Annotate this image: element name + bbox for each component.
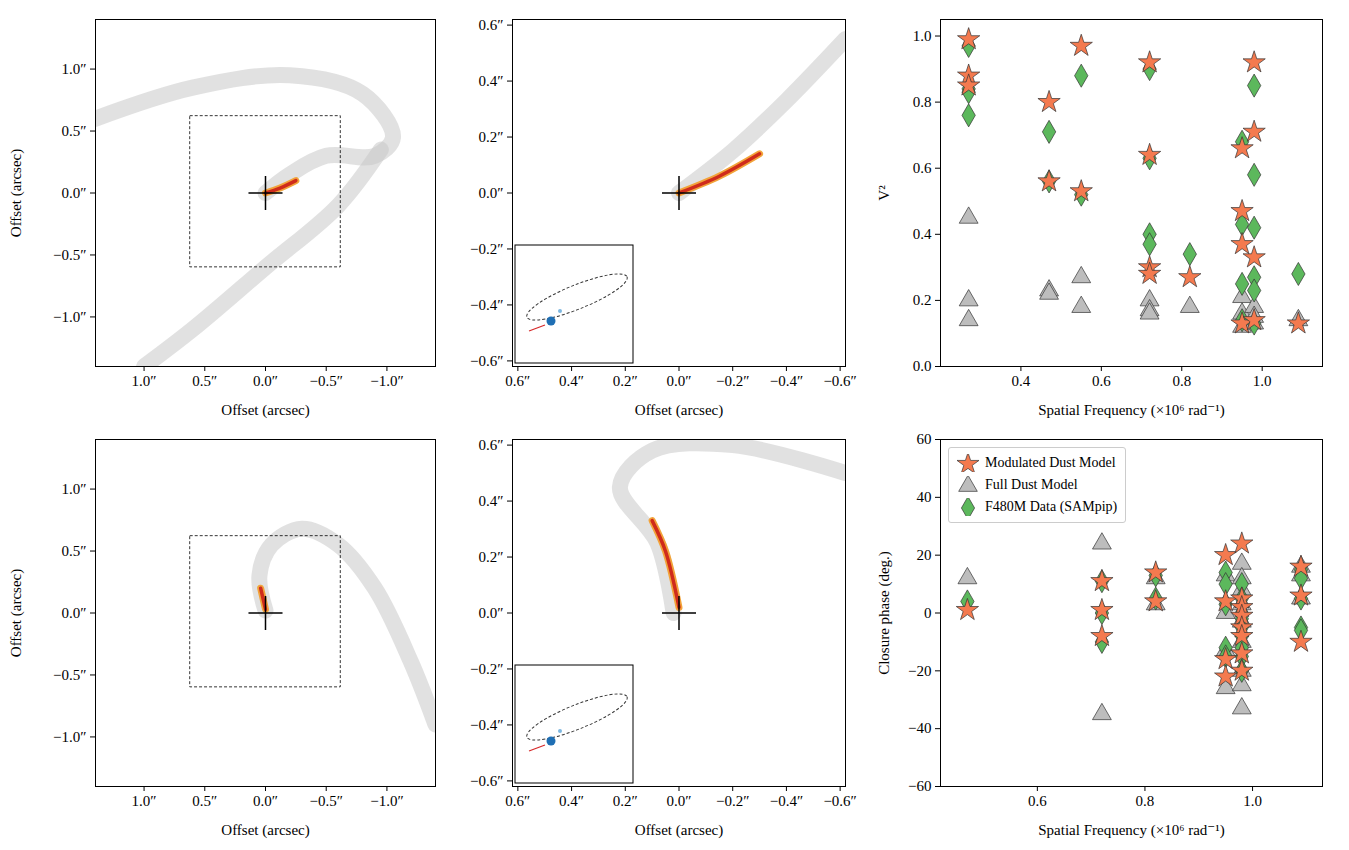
- svg-text:Offset (arcsec): Offset (arcsec): [221, 822, 309, 839]
- svg-text:−0.5″: −0.5″: [309, 373, 342, 389]
- svg-text:0.5″: 0.5″: [62, 543, 87, 559]
- svg-text:0.4″: 0.4″: [559, 793, 584, 809]
- svg-text:−1.0″: −1.0″: [53, 729, 86, 745]
- svg-text:−0.2″: −0.2″: [716, 793, 749, 809]
- svg-text:0.6: 0.6: [1092, 373, 1111, 389]
- svg-text:0.2: 0.2: [913, 292, 932, 308]
- svg-text:20: 20: [917, 547, 932, 563]
- svg-text:0.6″: 0.6″: [479, 437, 504, 453]
- svg-text:−1.0″: −1.0″: [370, 793, 403, 809]
- svg-text:−0.5″: −0.5″: [309, 793, 342, 809]
- svg-text:0.4″: 0.4″: [479, 73, 504, 89]
- svg-text:−20: −20: [908, 663, 931, 679]
- svg-text:1.0″: 1.0″: [132, 373, 157, 389]
- svg-text:−0.5″: −0.5″: [53, 667, 86, 683]
- svg-text:0.6″: 0.6″: [479, 17, 504, 33]
- svg-text:0.8: 0.8: [1136, 793, 1155, 809]
- svg-text:1.0: 1.0: [913, 28, 932, 44]
- svg-text:1.0″: 1.0″: [62, 61, 87, 77]
- svg-text:0.4: 0.4: [913, 226, 932, 242]
- svg-text:0.8: 0.8: [913, 94, 932, 110]
- svg-text:0: 0: [924, 605, 932, 621]
- svg-text:0.5″: 0.5″: [62, 123, 87, 139]
- svg-text:−0.6″: −0.6″: [823, 373, 856, 389]
- svg-text:0.6: 0.6: [1028, 793, 1047, 809]
- svg-text:−0.4″: −0.4″: [470, 297, 503, 313]
- svg-text:0.0″: 0.0″: [667, 373, 692, 389]
- svg-text:1.0″: 1.0″: [62, 481, 87, 497]
- svg-text:−1.0″: −1.0″: [370, 373, 403, 389]
- svg-text:Closure phase (deg.): Closure phase (deg.): [876, 551, 893, 675]
- html-text:Full Dust Model: Full Dust Model: [985, 477, 1078, 492]
- html-text:F480M Data (SAMpip): F480M Data (SAMpip): [985, 499, 1118, 514]
- svg-text:0.0″: 0.0″: [479, 605, 504, 621]
- svg-text:V²: V²: [876, 185, 892, 201]
- svg-text:0.5″: 0.5″: [192, 373, 217, 389]
- svg-text:1.0: 1.0: [1243, 793, 1262, 809]
- svg-text:Offset (arcsec): Offset (arcsec): [8, 149, 25, 237]
- svg-text:−0.6″: −0.6″: [823, 793, 856, 809]
- svg-text:Spatial Frequency (×10⁶ rad⁻¹): Spatial Frequency (×10⁶ rad⁻¹): [1038, 822, 1224, 839]
- svg-text:−0.2″: −0.2″: [716, 373, 749, 389]
- html-text:Modulated Dust Model: Modulated Dust Model: [985, 455, 1116, 470]
- svg-text:0.0: 0.0: [913, 358, 932, 374]
- svg-text:0.6″: 0.6″: [505, 373, 530, 389]
- svg-text:−0.4″: −0.4″: [470, 717, 503, 733]
- svg-text:−0.6″: −0.6″: [470, 353, 503, 369]
- svg-text:0.0″: 0.0″: [479, 185, 504, 201]
- svg-text:−0.5″: −0.5″: [53, 247, 86, 263]
- svg-text:60: 60: [917, 431, 932, 447]
- svg-text:0.8: 0.8: [1172, 373, 1191, 389]
- svg-text:0.4: 0.4: [1012, 373, 1031, 389]
- svg-text:0.0″: 0.0″: [62, 605, 87, 621]
- svg-text:0.2″: 0.2″: [479, 129, 504, 145]
- svg-text:40: 40: [917, 489, 932, 505]
- svg-text:−0.2″: −0.2″: [470, 661, 503, 677]
- svg-text:0.5″: 0.5″: [192, 793, 217, 809]
- svg-text:Spatial Frequency (×10⁶ rad⁻¹): Spatial Frequency (×10⁶ rad⁻¹): [1038, 402, 1224, 419]
- svg-text:−0.2″: −0.2″: [470, 241, 503, 257]
- svg-text:1.0: 1.0: [1253, 373, 1272, 389]
- svg-text:0.0″: 0.0″: [253, 373, 278, 389]
- svg-text:−0.4″: −0.4″: [770, 373, 803, 389]
- svg-text:−60: −60: [908, 778, 931, 794]
- svg-text:0.0″: 0.0″: [253, 793, 278, 809]
- svg-text:0.6″: 0.6″: [505, 793, 530, 809]
- svg-text:0.0″: 0.0″: [667, 793, 692, 809]
- svg-text:Offset (arcsec): Offset (arcsec): [221, 402, 309, 419]
- svg-text:0.4″: 0.4″: [559, 373, 584, 389]
- svg-text:0.2″: 0.2″: [479, 549, 504, 565]
- svg-text:Offset (arcsec): Offset (arcsec): [8, 569, 25, 657]
- svg-text:−0.4″: −0.4″: [770, 793, 803, 809]
- svg-text:−0.6″: −0.6″: [470, 773, 503, 789]
- svg-text:−1.0″: −1.0″: [53, 309, 86, 325]
- svg-text:Offset (arcsec): Offset (arcsec): [635, 402, 723, 419]
- svg-text:0.6: 0.6: [913, 160, 932, 176]
- svg-text:1.0″: 1.0″: [132, 793, 157, 809]
- svg-text:0.2″: 0.2″: [613, 793, 638, 809]
- svg-text:0.4″: 0.4″: [479, 493, 504, 509]
- svg-text:Offset (arcsec): Offset (arcsec): [635, 822, 723, 839]
- svg-text:0.0″: 0.0″: [62, 185, 87, 201]
- svg-text:0.2″: 0.2″: [613, 373, 638, 389]
- svg-text:−40: −40: [908, 720, 931, 736]
